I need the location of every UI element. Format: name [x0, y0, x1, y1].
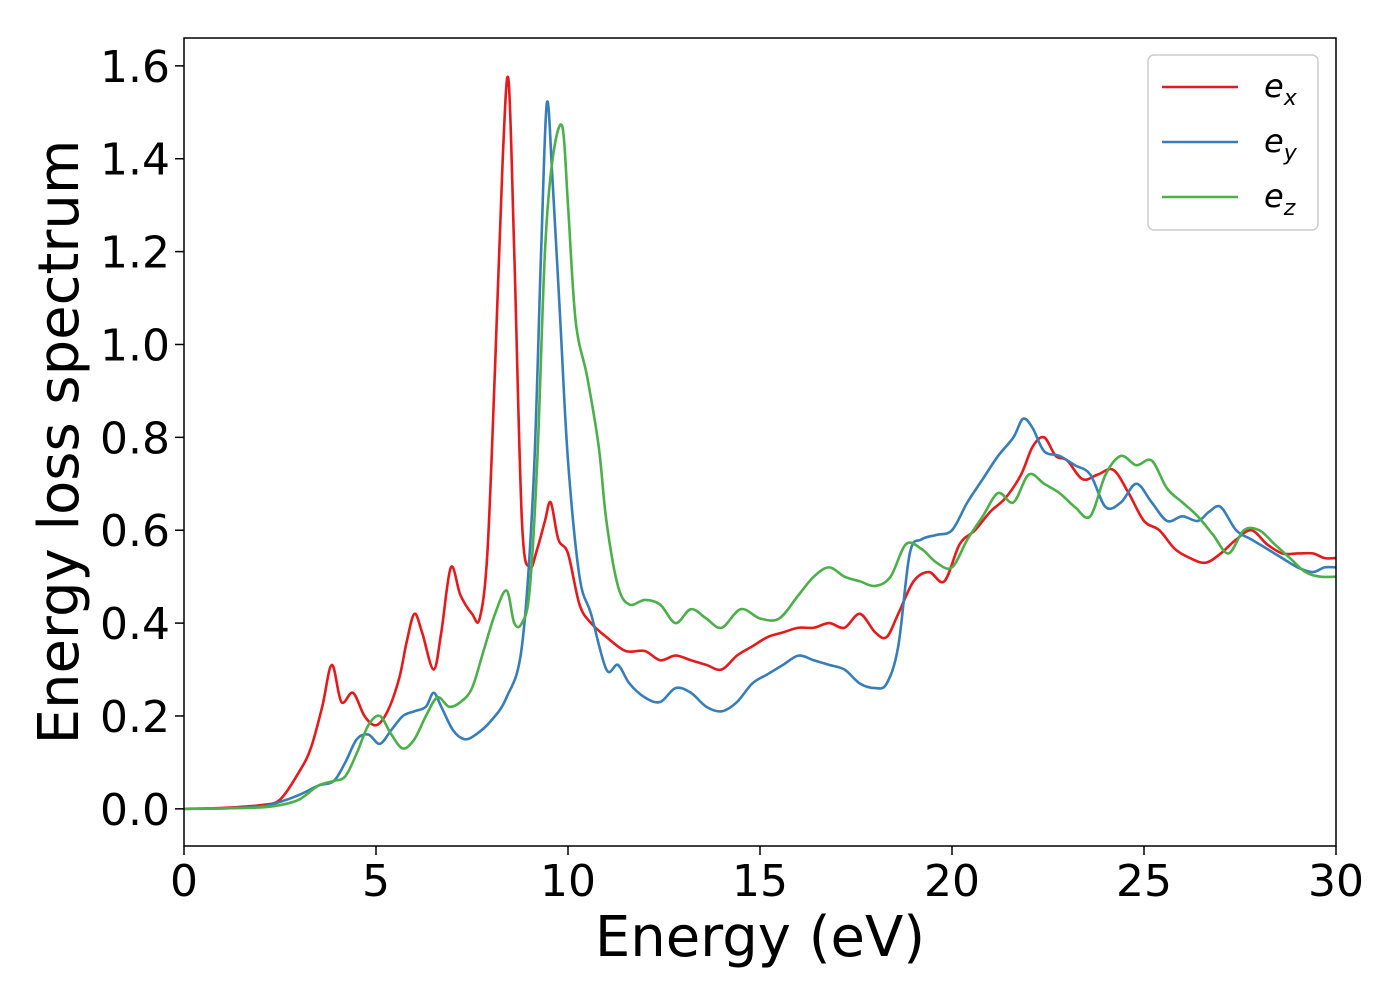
y-tick-label: 0.6: [100, 506, 170, 557]
y-tick-label: 0.2: [100, 692, 170, 743]
plot-lines: [184, 75, 1336, 811]
y-tick-label: 0.8: [100, 413, 170, 464]
legend-label-z: ez: [1264, 177, 1296, 221]
y-tick-label: 1.6: [100, 42, 170, 93]
legend-label-x: ex: [1264, 67, 1298, 111]
x-tick-label: 10: [540, 856, 596, 907]
y-axis-title: Energy loss spectrum: [27, 140, 92, 745]
y-tick-label: 1.0: [100, 320, 170, 371]
y-tick-label: 0.4: [100, 599, 170, 650]
y-tick-label: 1.4: [100, 135, 170, 186]
x-axis-ticks: 0 5 10 15 20 25 30: [170, 846, 1364, 907]
series-line-x: [184, 75, 1336, 811]
x-tick-label: 20: [924, 856, 980, 907]
x-tick-label: 30: [1308, 856, 1364, 907]
legend: ex ey ez: [1147, 54, 1319, 231]
y-tick-label: 0.0: [100, 785, 170, 836]
y-tick-label: 1.2: [100, 228, 170, 279]
x-tick-label: 0: [170, 856, 198, 907]
y-axis-ticks: 0.0 0.2 0.4 0.6 0.8 1.0 1.2 1.4 1.6: [100, 42, 184, 836]
x-axis-title: Energy (eV): [595, 905, 925, 970]
legend-label-y: ey: [1264, 122, 1298, 166]
series-line-z: [184, 123, 1336, 811]
x-tick-label: 5: [362, 856, 390, 907]
x-tick-label: 25: [1116, 856, 1172, 907]
x-tick-label: 15: [732, 856, 788, 907]
series-line-y: [184, 100, 1336, 811]
